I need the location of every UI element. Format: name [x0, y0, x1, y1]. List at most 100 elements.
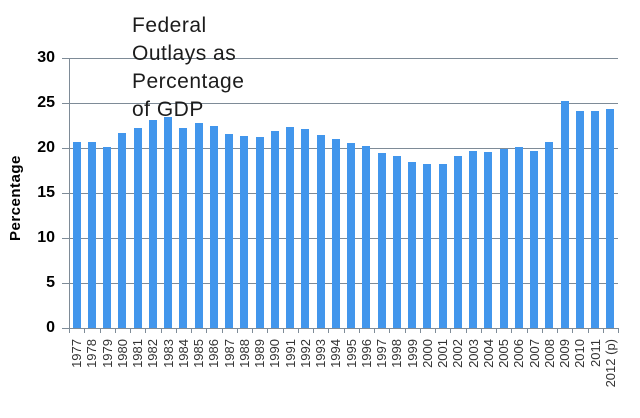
bar-2008 [545, 141, 554, 328]
x-tick-mark-19 [358, 328, 360, 333]
x-tick-label-1990: 1990 [267, 339, 283, 368]
x-tick-label-1986: 1986 [206, 339, 222, 368]
x-tick-label-2002: 2002 [450, 339, 466, 368]
x-tick-label-1980: 1980 [114, 339, 130, 368]
x-tick-mark-4 [130, 328, 131, 333]
x-tick-mark-17 [328, 328, 330, 333]
y-tick-mark-10 [62, 238, 69, 239]
x-tick-mark-3 [114, 328, 116, 333]
bar-1987 [225, 133, 234, 328]
bar-1994 [331, 139, 340, 328]
bar-1998 [392, 156, 401, 328]
y-tick-label-0: 0 [46, 319, 55, 336]
bar-1991 [286, 127, 295, 328]
x-tick-mark-33 [572, 328, 574, 333]
x-tick-mark-16 [313, 328, 314, 333]
gridline-5 [69, 283, 618, 284]
gridline-25 [69, 103, 618, 104]
x-tick-mark-20 [374, 328, 375, 333]
chart-title: Federal Outlays as Percentage of GDP [132, 14, 245, 121]
x-tick-label-1984: 1984 [175, 339, 191, 368]
x-tick-label-1979: 1979 [99, 339, 115, 368]
x-tick-label-1981: 1981 [130, 339, 146, 368]
x-tick-mark-34 [587, 328, 589, 333]
x-tick-mark-5 [145, 328, 147, 333]
y-tick-label-10: 10 [37, 229, 55, 246]
x-tick-mark-24 [435, 328, 436, 333]
x-tick-label-2005: 2005 [496, 339, 512, 368]
x-tick-mark-28 [496, 328, 497, 333]
y-tick-label-5: 5 [46, 274, 55, 291]
bar-1985 [194, 122, 203, 328]
x-tick-label-1989: 1989 [252, 339, 268, 368]
gridline-20 [69, 148, 618, 149]
x-tick-mark-30 [526, 328, 528, 333]
bar-1993 [316, 135, 325, 328]
x-tick-mark-8 [191, 328, 192, 333]
bar-1996 [362, 146, 371, 328]
x-tick-mark-7 [175, 328, 177, 333]
x-tick-label-1977: 1977 [69, 339, 85, 368]
bar-2005 [499, 148, 508, 328]
x-tick-label-1999: 1999 [404, 339, 420, 368]
bar-1997 [377, 152, 386, 328]
x-tick-label-2007: 2007 [526, 339, 542, 368]
x-tick-label-2004: 2004 [480, 339, 496, 368]
bar-1982 [148, 120, 157, 328]
x-axis-line [69, 328, 618, 329]
y-tick-mark-5 [62, 283, 69, 284]
x-tick-mark-6 [160, 328, 162, 333]
x-tick-mark-11 [236, 328, 238, 333]
bar-2009 [560, 101, 569, 328]
x-tick-mark-2 [99, 328, 101, 333]
x-tick-label-1983: 1983 [160, 339, 176, 368]
x-tick-label-2010: 2010 [572, 339, 588, 368]
bar-1979 [103, 147, 112, 328]
x-tick-label-1994: 1994 [328, 339, 344, 368]
y-tick-label-30: 30 [37, 49, 55, 66]
x-tick-mark-32 [557, 328, 558, 333]
x-tick-mark-27 [480, 328, 482, 333]
bar-2002 [453, 156, 462, 328]
x-tick-mark-31 [541, 328, 543, 333]
bar-1992 [301, 129, 310, 328]
x-tick-mark-29 [511, 328, 513, 333]
bar-1999 [408, 161, 417, 328]
x-tick-mark-35 [602, 328, 604, 333]
y-tick-label-20: 20 [37, 139, 55, 156]
y-axis-line [69, 58, 70, 328]
x-tick-mark-0 [69, 328, 70, 333]
x-tick-mark-18 [343, 328, 345, 333]
x-tick-mark-14 [282, 328, 284, 333]
bar-1988 [240, 136, 249, 328]
bar-2010 [575, 111, 584, 328]
x-tick-label-2006: 2006 [511, 339, 527, 368]
x-tick-label-1998: 1998 [389, 339, 405, 368]
x-tick-label-2012 (p): 2012 (p) [602, 339, 618, 388]
bar-2011 [591, 111, 600, 328]
bar-2006 [514, 147, 523, 328]
bar-2003 [469, 150, 478, 328]
bar-1980 [118, 132, 127, 328]
y-tick-label-25: 25 [37, 94, 55, 111]
x-tick-label-2008: 2008 [541, 339, 557, 368]
x-tick-mark-25 [450, 328, 452, 333]
x-tick-label-1978: 1978 [84, 339, 100, 368]
bar-2000 [423, 164, 432, 328]
y-tick-mark-20 [62, 148, 69, 149]
bar-1977 [72, 141, 81, 328]
gridline-30 [69, 58, 618, 59]
x-tick-label-1992: 1992 [297, 339, 313, 368]
x-tick-label-1995: 1995 [343, 339, 359, 368]
bar-1983 [164, 116, 173, 328]
x-tick-mark-36 [618, 328, 619, 333]
bar-2007 [530, 150, 539, 328]
x-tick-label-2001: 2001 [435, 339, 451, 368]
y-tick-label-15: 15 [37, 184, 55, 201]
y-tick-mark-25 [62, 103, 69, 104]
x-tick-label-1996: 1996 [358, 339, 374, 368]
gridline-10 [69, 238, 618, 239]
bar-2012 (p) [606, 109, 615, 328]
x-tick-label-1982: 1982 [145, 339, 161, 368]
